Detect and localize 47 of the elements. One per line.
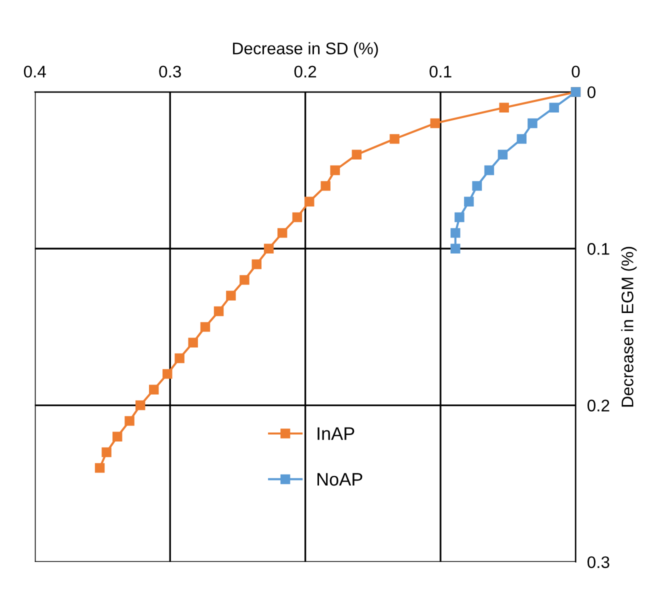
y-tick-label: 0.2 [588,400,610,412]
point [352,150,362,160]
x-tick-label: 0.4 [24,66,46,78]
point [390,134,400,144]
point [214,306,224,316]
point [320,181,330,191]
point [240,275,250,285]
point [112,432,122,442]
point [549,102,559,112]
y-axis-title: Decrease in EGM (%) [621,246,637,407]
point [264,244,274,254]
point [162,369,172,379]
x-tick-label: 0.2 [294,66,316,78]
point [498,150,508,160]
point [252,259,262,270]
point [454,212,464,222]
point [330,165,340,176]
point [277,228,288,238]
x-tick-label: 0 [572,66,580,78]
point [226,290,236,300]
point [499,102,509,112]
x-axis-title: Decrease in SD (%) [233,42,378,58]
point [94,463,105,473]
point [464,196,474,206]
point [149,384,159,394]
point [200,322,210,332]
point [304,196,314,206]
point [472,181,482,191]
point [450,228,460,238]
point [430,118,440,128]
point [188,338,198,348]
y-tick-label: 0.1 [588,243,610,255]
y-tick-label: 0 [588,86,596,98]
legend-label: InAP [318,427,354,440]
point [516,134,527,144]
point [135,400,146,410]
point [102,447,112,458]
point [124,416,134,426]
point [450,244,460,254]
x-tick-label: 0.3 [159,66,181,78]
point [292,212,302,222]
legend-label: NoAP [318,473,362,486]
point [528,118,538,128]
x-tick-label: 0.1 [430,66,452,78]
point [484,165,494,176]
point [174,353,184,364]
y-tick-label: 0.3 [588,556,610,568]
